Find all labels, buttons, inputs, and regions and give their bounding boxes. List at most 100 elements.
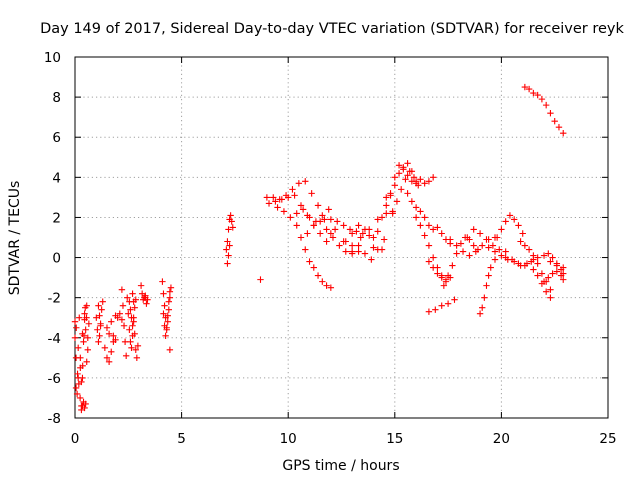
data-point — [425, 178, 433, 185]
data-point — [383, 194, 390, 201]
data-point — [164, 312, 171, 319]
x-axis-tick-labels: 0 5 10 15 20 25 — [71, 431, 617, 447]
data-point — [78, 378, 85, 386]
data-point — [314, 272, 322, 279]
data-point — [165, 298, 173, 305]
data-point — [404, 172, 411, 179]
data-point — [534, 260, 541, 267]
data-point — [538, 270, 546, 277]
data-point — [291, 192, 298, 199]
data-point — [425, 308, 433, 315]
data-point — [549, 270, 556, 277]
y-tick-label: 0 — [52, 251, 61, 267]
data-point — [553, 260, 561, 267]
data-point — [229, 224, 236, 231]
data-point — [425, 258, 433, 265]
data-point — [105, 330, 113, 337]
data-point — [408, 168, 416, 175]
data-point — [519, 230, 526, 237]
data-point — [73, 324, 80, 331]
data-point — [96, 332, 103, 339]
data-point — [540, 278, 548, 285]
data-point — [310, 264, 317, 271]
data-point — [95, 338, 102, 345]
data-point — [297, 234, 305, 241]
data-point — [534, 254, 541, 261]
data-point — [80, 338, 87, 345]
data-point — [74, 344, 82, 352]
data-point — [99, 298, 106, 305]
data-point — [425, 222, 433, 229]
data-point — [306, 214, 313, 221]
data-point — [319, 278, 326, 285]
data-point — [308, 190, 315, 197]
data-point — [160, 310, 167, 317]
data-point — [476, 230, 484, 237]
y-tick-label: -8 — [48, 411, 61, 427]
data-point — [366, 232, 373, 239]
data-point — [116, 310, 123, 317]
data-point — [493, 234, 501, 241]
data-point — [389, 210, 396, 217]
y-tick-label: -4 — [48, 331, 61, 347]
data-point — [391, 182, 398, 189]
data-point — [120, 322, 128, 329]
x-tick-label: 5 — [177, 431, 186, 447]
data-point — [502, 248, 509, 255]
data-point — [415, 182, 422, 189]
data-point — [521, 262, 529, 269]
data-point — [470, 226, 477, 233]
data-point — [402, 176, 409, 183]
data-point — [489, 242, 497, 249]
data-point — [130, 314, 137, 321]
data-point — [434, 270, 441, 277]
data-point — [348, 242, 356, 249]
data-point — [404, 190, 411, 197]
data-point — [228, 218, 235, 225]
data-point — [374, 228, 381, 235]
data-point — [555, 123, 563, 131]
data-point — [491, 248, 499, 255]
data-point — [470, 242, 477, 249]
data-point — [103, 324, 111, 331]
data-point — [348, 248, 356, 255]
data-point — [265, 200, 273, 207]
data-point — [161, 322, 168, 329]
data-point — [346, 226, 354, 233]
data-point — [295, 180, 303, 187]
data-point — [331, 226, 339, 233]
data-point — [412, 204, 420, 211]
data-point — [132, 346, 139, 354]
data-point — [321, 216, 328, 223]
data-point — [487, 264, 494, 271]
data-point — [72, 384, 80, 392]
data-point — [126, 326, 133, 333]
data-point — [491, 256, 499, 263]
data-point — [483, 282, 490, 289]
data-point — [166, 346, 174, 354]
data-point — [525, 85, 533, 93]
data-point — [285, 194, 292, 201]
data-point — [129, 322, 136, 329]
data-point — [336, 242, 343, 249]
data-point — [530, 89, 537, 97]
data-point — [534, 272, 541, 279]
y-tick-label: 6 — [52, 130, 61, 146]
y-tick-label: 4 — [52, 170, 61, 186]
data-point — [361, 250, 369, 257]
data-point — [517, 238, 524, 245]
data-point — [143, 300, 150, 307]
data-point — [118, 286, 126, 293]
data-point — [125, 310, 132, 317]
data-point — [274, 204, 281, 211]
data-point — [496, 246, 503, 253]
data-point — [438, 302, 445, 309]
data-point — [225, 226, 232, 233]
data-point — [299, 206, 307, 213]
data-point — [429, 226, 437, 233]
y-axis-tick-labels: -8 -6 -4 -2 0 2 4 6 8 10 — [44, 50, 61, 427]
data-point — [103, 354, 111, 362]
data-point — [129, 290, 136, 297]
data-point — [425, 242, 433, 249]
